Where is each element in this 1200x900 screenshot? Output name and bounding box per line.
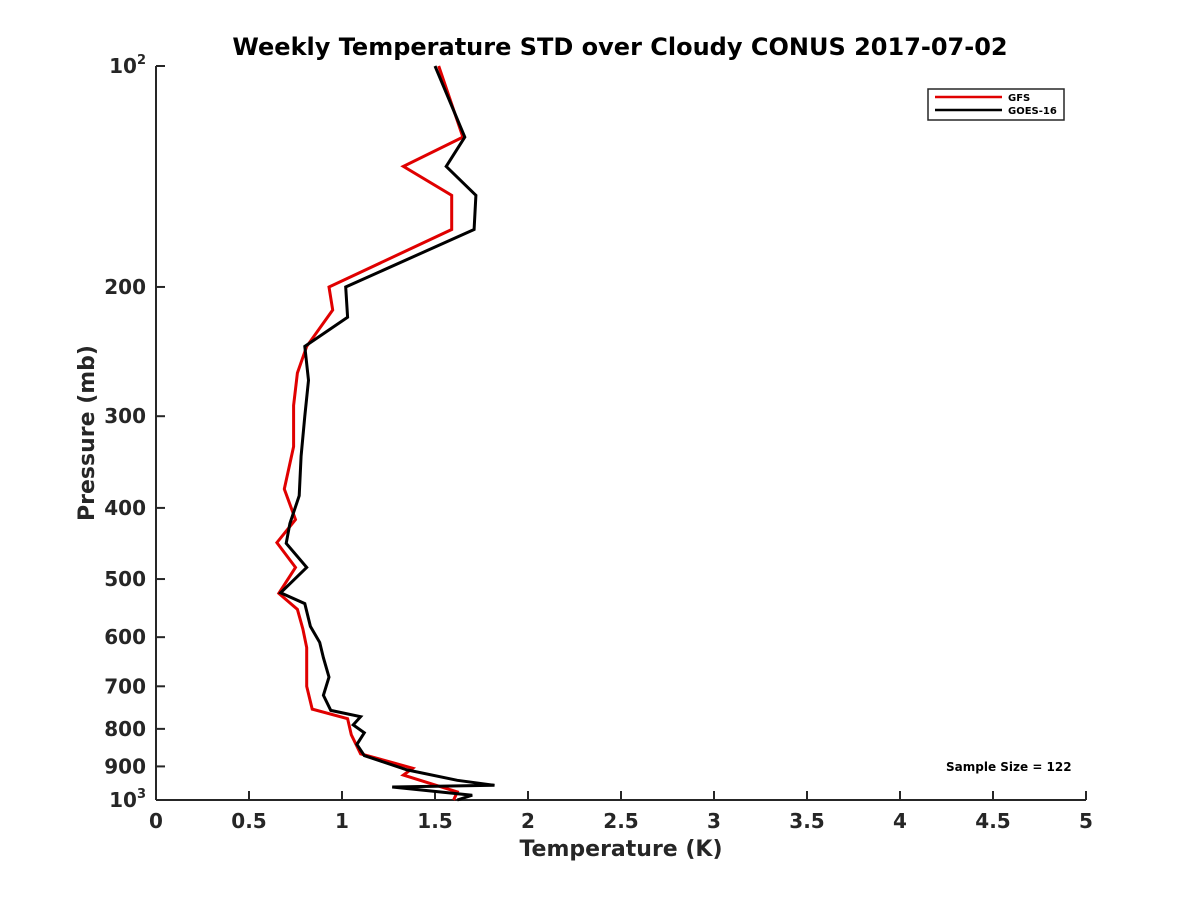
sample-size-annotation: Sample Size = 122	[946, 760, 1072, 774]
y-axis-title: Pressure (mb)	[75, 345, 100, 521]
y-tick-label-base: 600	[104, 625, 146, 649]
y-tick-label: 300	[104, 404, 146, 428]
x-tick-label: 3.5	[789, 809, 824, 833]
y-tick-label-base: 10	[109, 54, 137, 78]
y-tick-label-exponent: 3	[137, 787, 146, 802]
x-tick-label: 0	[149, 809, 163, 833]
y-tick-label-base: 700	[104, 674, 146, 698]
y-tick-label-base: 500	[104, 567, 146, 591]
y-tick-label: 900	[104, 754, 146, 778]
x-tick-label: 2.5	[603, 809, 638, 833]
chart-title: Weekly Temperature STD over Cloudy CONUS…	[232, 33, 1007, 61]
series-line-goes16	[277, 65, 495, 802]
y-tick-label: 102	[109, 53, 146, 78]
y-tick-label-base: 900	[104, 754, 146, 778]
x-tick-label: 5	[1079, 809, 1093, 833]
series-layer	[274, 65, 495, 802]
legend: GFS GOES-16	[927, 88, 1065, 121]
legend-box	[927, 88, 1065, 121]
y-tick-label: 700	[104, 674, 146, 698]
legend-label-goes16: GOES-16	[1008, 106, 1057, 117]
x-tick-label: 4.5	[975, 809, 1010, 833]
x-ticks: 0 0.5 1 1.5 2 2.5 3 3.5 4 4.5 5	[149, 791, 1093, 833]
plot-axes	[155, 66, 1086, 801]
x-tick-label: 1	[335, 809, 349, 833]
y-tick-label-base: 800	[104, 717, 146, 741]
legend-label-gfs: GFS	[1008, 93, 1030, 104]
y-tick-label-base: 200	[104, 275, 146, 299]
x-tick-label: 4	[893, 809, 907, 833]
y-tick-label: 800	[104, 717, 146, 741]
x-tick-label: 2	[521, 809, 535, 833]
y-tick-label: 200	[104, 275, 146, 299]
y-tick-label: 103	[109, 787, 146, 812]
x-axis-title: Temperature (K)	[519, 837, 722, 862]
x-tick-label: 3	[707, 809, 721, 833]
y-tick-label: 400	[104, 496, 146, 520]
y-tick-label-base: 400	[104, 496, 146, 520]
y-tick-label: 500	[104, 567, 146, 591]
x-tick-label: 0.5	[231, 809, 266, 833]
y-tick-label-exponent: 2	[137, 53, 146, 68]
series-line-gfs	[274, 65, 465, 801]
y-tick-label: 600	[104, 625, 146, 649]
y-tick-label-base: 300	[104, 404, 146, 428]
x-tick-label: 1.5	[417, 809, 452, 833]
y-tick-label-base: 10	[109, 788, 137, 812]
